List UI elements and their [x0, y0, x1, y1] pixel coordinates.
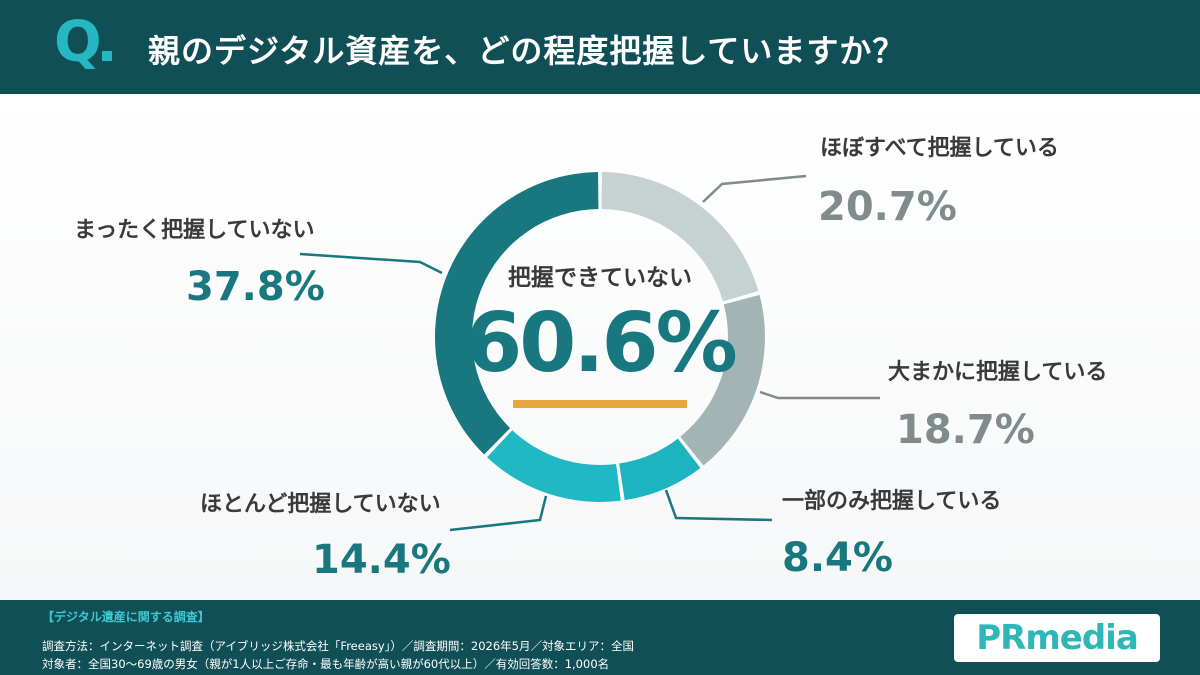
survey-title: 【デジタル遺産に関する調査】	[42, 610, 210, 624]
leader-line	[664, 489, 773, 522]
leader-line	[702, 174, 807, 203]
slice-roughly-known	[680, 294, 765, 466]
center-value: 60.6%	[465, 296, 737, 391]
center-label: 把握できていない	[508, 265, 692, 291]
page-title: 親のデジタル資産を、どの程度把握していますか？	[148, 32, 906, 70]
survey-target: 対象者：全国30～69歳の男女（親が1人以上ご存命・最も年齢が高い親が60代以上…	[42, 657, 610, 671]
center-underline	[513, 400, 687, 408]
question-mark-logo: Q	[54, 10, 112, 75]
label-roughly-known: 大まかに把握している	[888, 360, 1108, 385]
slice-all-known	[601, 172, 759, 302]
leader-line	[299, 252, 443, 275]
value-roughly-known: 18.7%	[896, 407, 1035, 453]
value-all-known: 20.7%	[818, 184, 957, 230]
value-not-known: 37.8%	[186, 264, 325, 310]
value-hardly-known: 14.4%	[312, 537, 451, 583]
survey-method: 調査方法：インターネット調査（アイブリッジ株式会社「Freeasy」）／調査期間…	[42, 639, 635, 653]
label-partly-known: 一部のみ把握している	[782, 489, 1002, 514]
leader-line	[449, 495, 548, 532]
header-bar: Q 親のデジタル資産を、どの程度把握していますか？	[0, 0, 1200, 94]
prmedia-logo: PRmedia	[954, 614, 1160, 662]
value-partly-known: 8.4%	[782, 535, 893, 581]
label-all-known: ほぼすべて把握している	[820, 136, 1059, 161]
slice-not-known	[435, 172, 599, 455]
slice-partly-known	[619, 438, 701, 501]
slice-hardly-known	[486, 430, 621, 502]
footer-bar: 【デジタル遺産に関する調査】 調査方法：インターネット調査（アイブリッジ株式会社…	[0, 600, 1200, 675]
chart-area	[0, 94, 1200, 600]
leader-line	[759, 390, 880, 400]
label-not-known: まったく把握していない	[74, 218, 315, 243]
label-hardly-known: ほとんど把握していない	[200, 492, 441, 517]
